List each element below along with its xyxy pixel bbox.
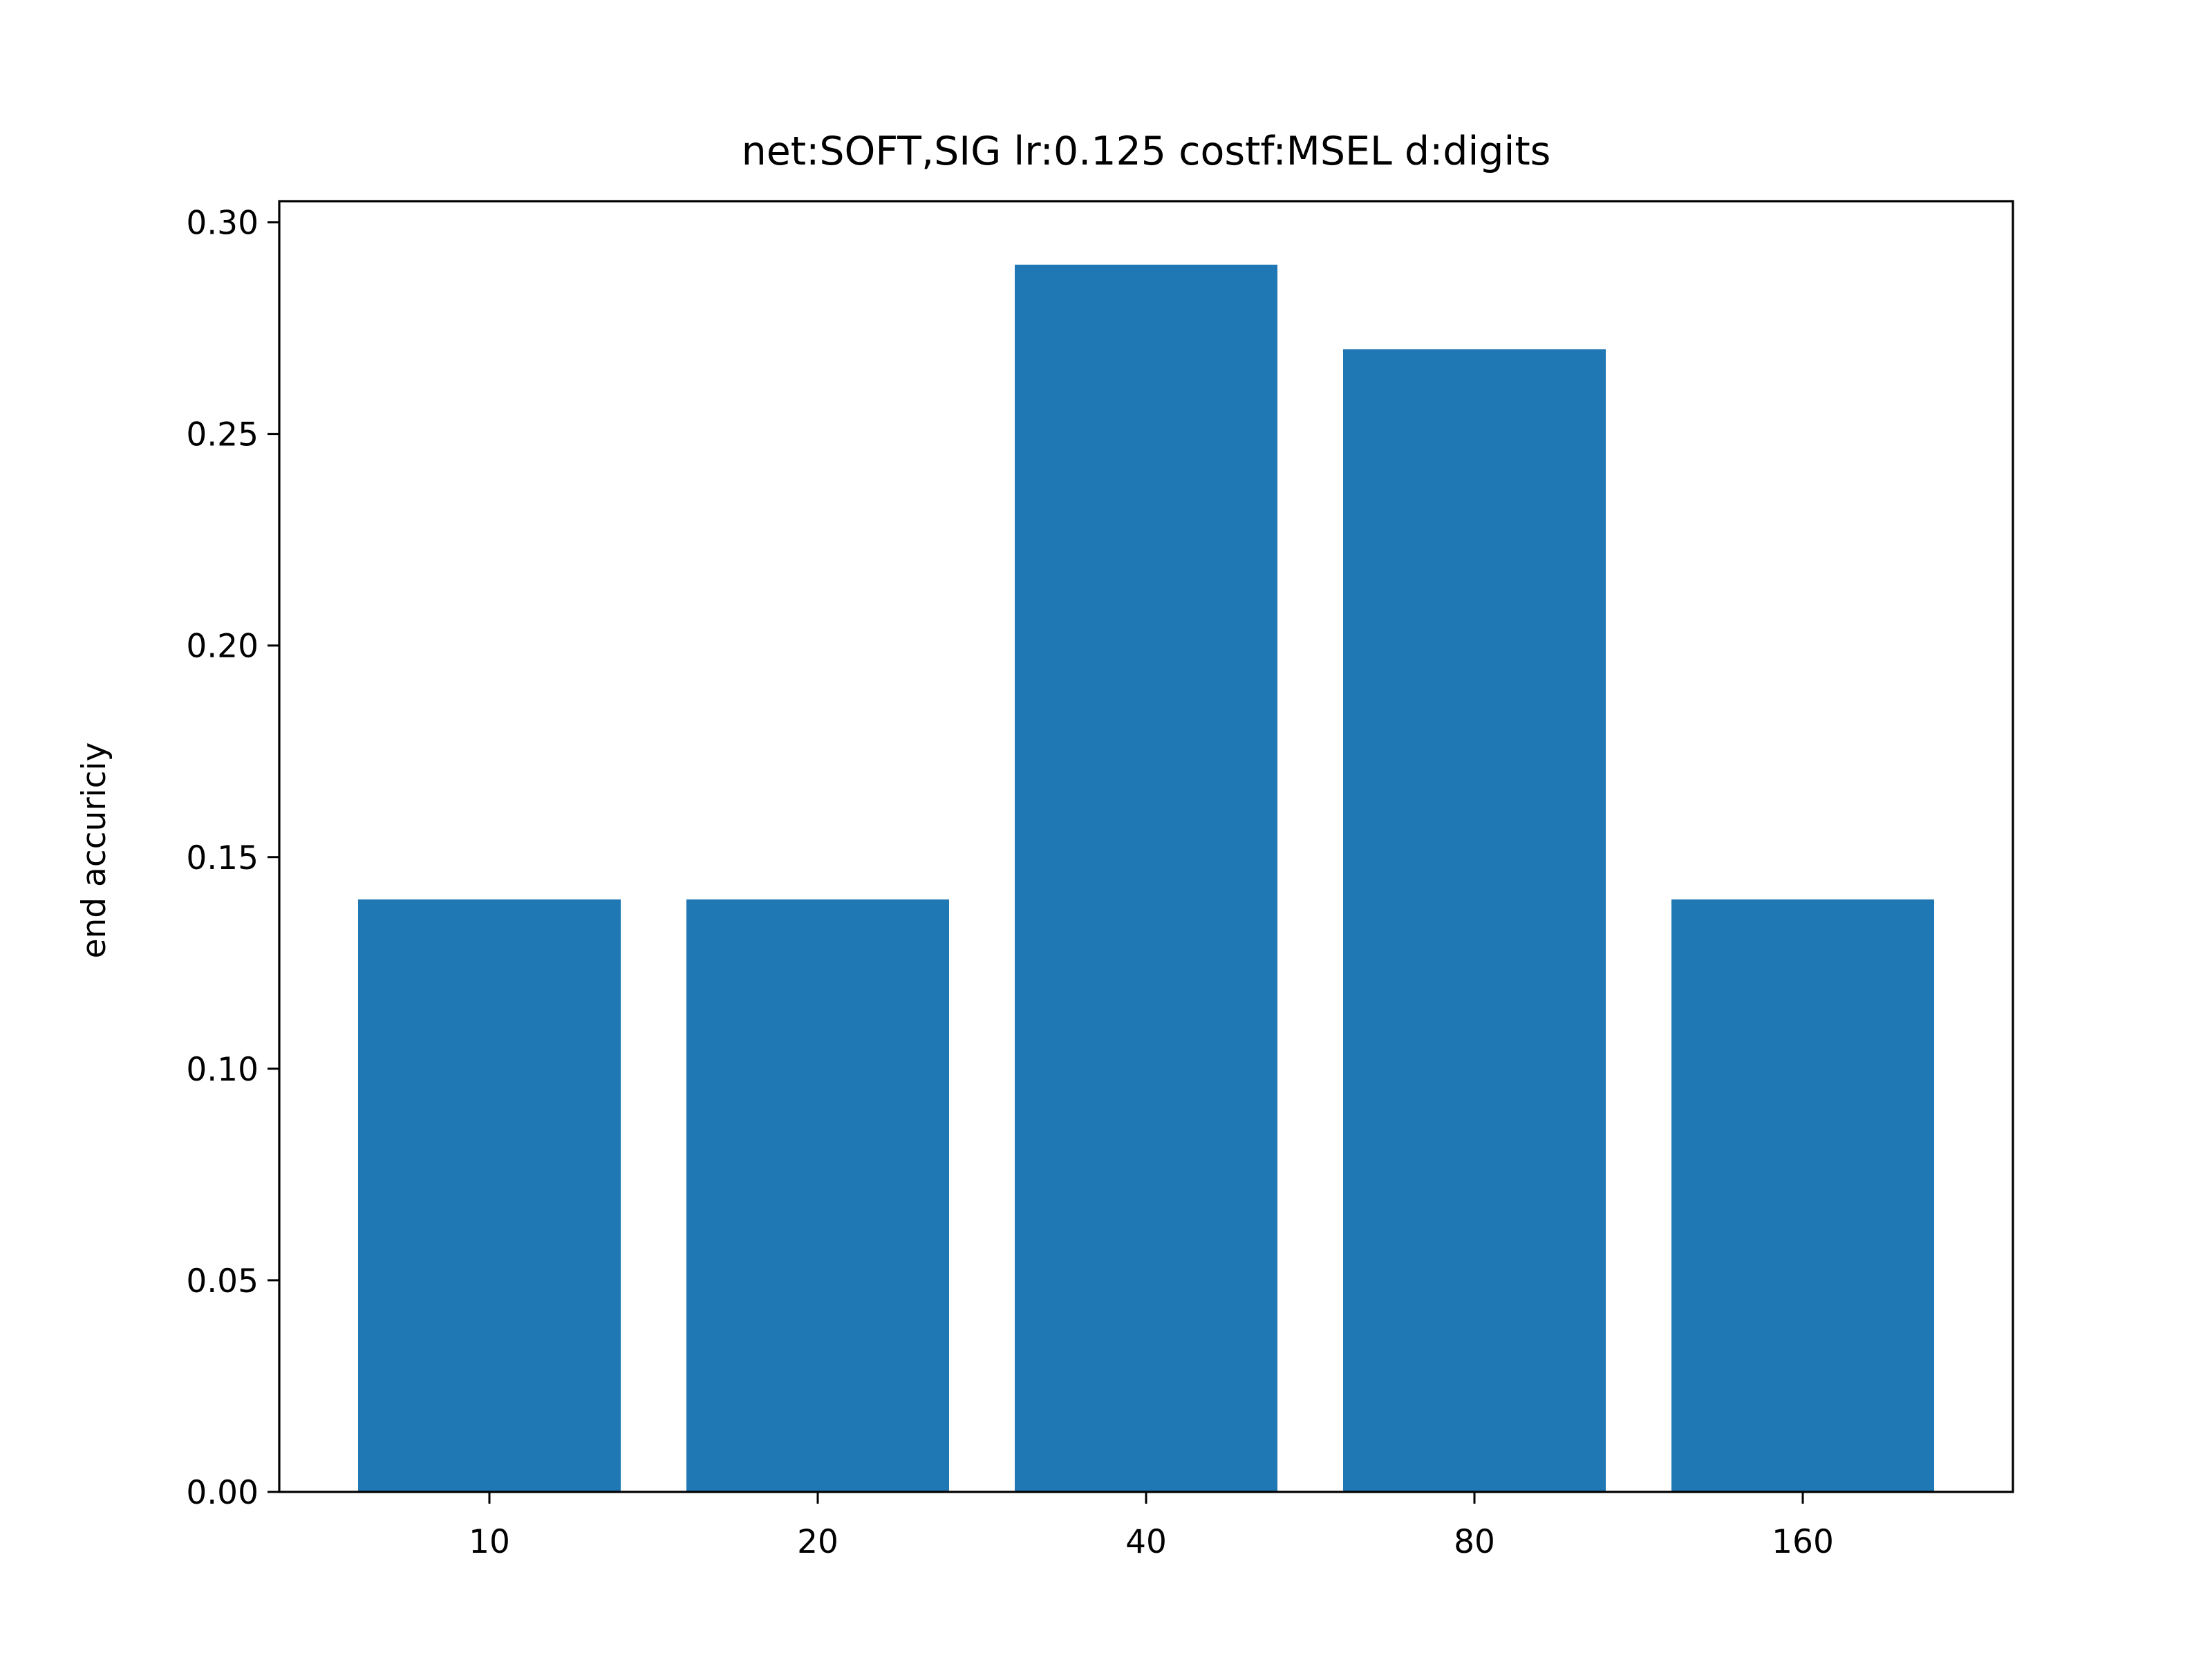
y-tick-label: 0.25: [186, 416, 259, 454]
bar-20: [686, 899, 949, 1492]
bars-layer: [358, 264, 1934, 1493]
y-tick-label: 0.00: [186, 1474, 259, 1512]
x-axis-ticks: 10 20 40 80 160: [469, 1492, 1834, 1561]
y-tick-label: 0.30: [186, 205, 259, 243]
y-tick-label: 0.15: [186, 839, 259, 877]
bar-40: [1015, 264, 1277, 1492]
y-tick-label: 0.05: [186, 1262, 259, 1300]
x-tick-label: 10: [469, 1523, 510, 1561]
y-tick-label: 0.10: [186, 1051, 259, 1089]
x-tick-label: 80: [1454, 1523, 1495, 1561]
bar-80: [1343, 349, 1606, 1493]
y-axis-ticks: 0.00 0.05 0.10 0.15 0.20 0.25 0.30: [186, 205, 279, 1512]
chart-title: net:SOFT,SIG lr:0.125 costf:MSEL d:digit…: [742, 129, 1551, 174]
x-tick-label: 40: [1125, 1523, 1167, 1561]
y-tick-label: 0.20: [186, 628, 259, 666]
plot-frame: [278, 200, 2014, 1493]
bar-10: [358, 899, 621, 1492]
y-axis-label: end accuriciy: [75, 743, 113, 959]
x-tick-label: 160: [1772, 1523, 1834, 1561]
x-tick-label: 20: [797, 1523, 838, 1561]
bar-160: [1671, 899, 1934, 1492]
